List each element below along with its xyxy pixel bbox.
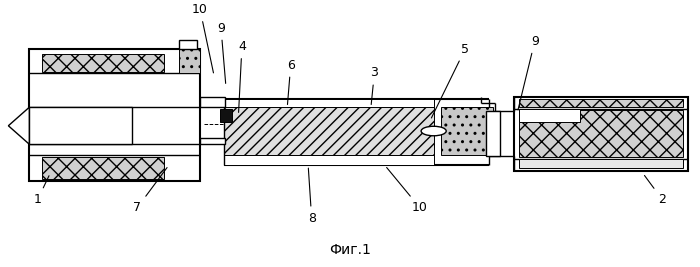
Text: 7: 7 xyxy=(133,168,167,214)
Bar xyxy=(519,111,682,157)
Bar xyxy=(179,40,197,49)
Circle shape xyxy=(421,126,446,136)
Text: 2: 2 xyxy=(645,175,666,206)
Text: 9: 9 xyxy=(518,35,539,110)
Text: 1: 1 xyxy=(34,176,49,206)
Bar xyxy=(225,155,434,165)
Text: 8: 8 xyxy=(308,168,316,225)
Text: Фиг.1: Фиг.1 xyxy=(329,243,371,257)
Text: 9: 9 xyxy=(217,22,225,83)
Bar xyxy=(225,99,434,107)
Bar xyxy=(225,107,434,155)
Text: 5: 5 xyxy=(431,43,469,118)
Bar xyxy=(42,157,164,179)
Bar xyxy=(179,49,200,73)
Bar xyxy=(486,111,500,156)
Text: 6: 6 xyxy=(287,58,295,104)
Text: 10: 10 xyxy=(386,167,428,214)
Bar xyxy=(440,107,493,155)
Bar xyxy=(42,54,164,72)
Bar xyxy=(519,99,682,107)
Bar xyxy=(29,107,132,144)
Bar xyxy=(200,97,225,107)
Polygon shape xyxy=(8,107,29,144)
Text: 3: 3 xyxy=(370,66,378,104)
Bar xyxy=(514,97,688,171)
Text: 4: 4 xyxy=(238,40,246,112)
Bar xyxy=(519,109,580,122)
Bar xyxy=(519,159,682,168)
Text: 10: 10 xyxy=(193,3,214,73)
Bar xyxy=(220,109,232,122)
Bar xyxy=(200,138,225,144)
Bar xyxy=(29,49,200,181)
